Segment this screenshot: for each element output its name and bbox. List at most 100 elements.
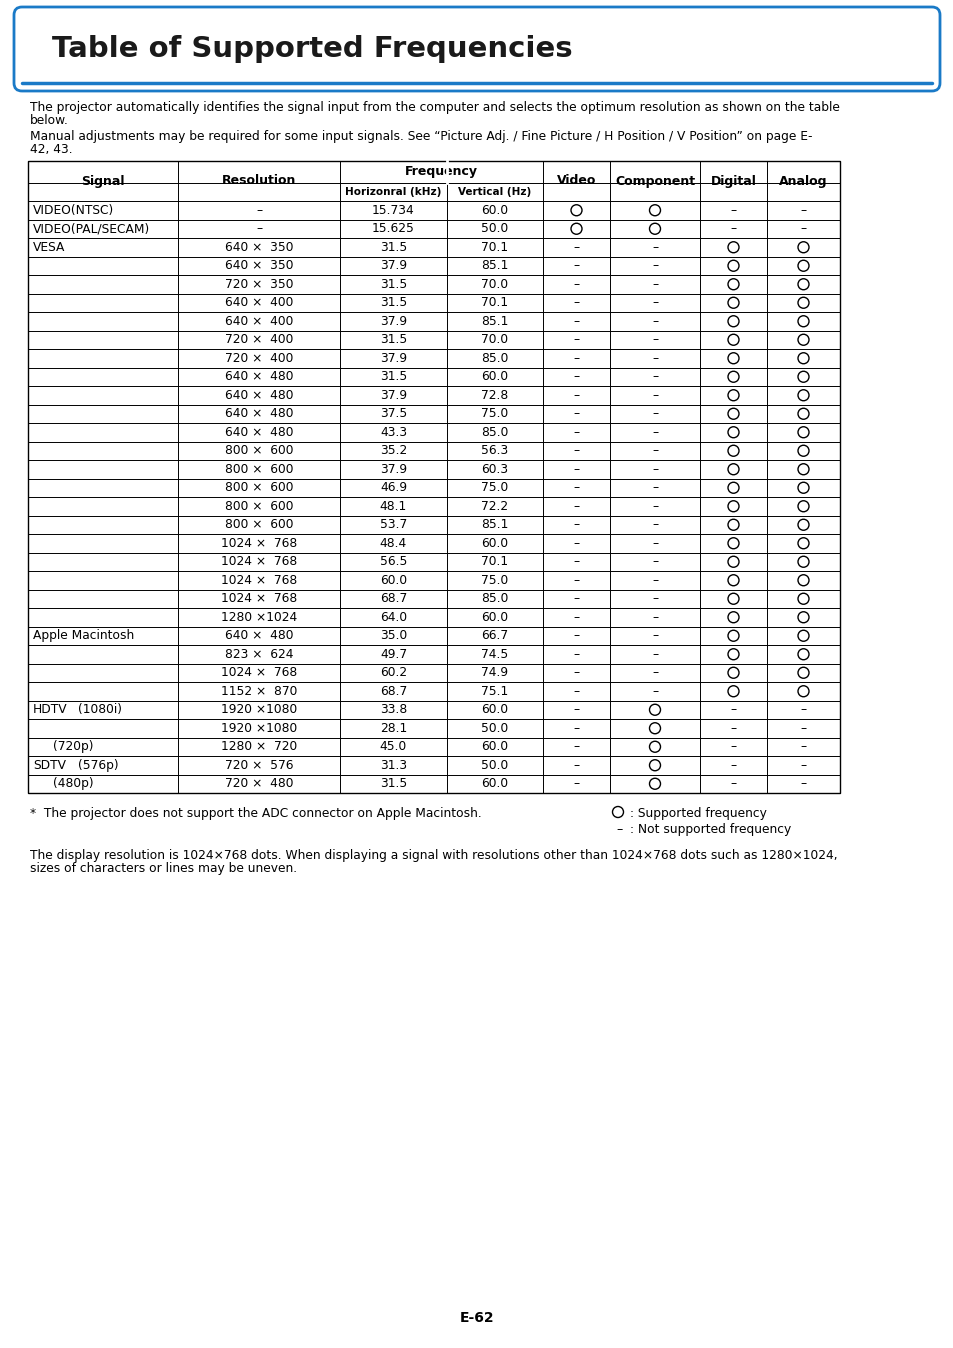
Text: –: –	[651, 611, 658, 624]
Text: –: –	[651, 555, 658, 569]
Text: –: –	[573, 555, 579, 569]
Text: 28.1: 28.1	[379, 721, 407, 735]
Text: –: –	[651, 278, 658, 291]
Text: 46.9: 46.9	[379, 481, 407, 495]
Text: 60.0: 60.0	[481, 204, 508, 217]
Text: 640 ×  480: 640 × 480	[225, 371, 293, 383]
Text: Signal: Signal	[81, 174, 125, 187]
Text: 800 ×  600: 800 × 600	[225, 518, 293, 531]
Text: 68.7: 68.7	[379, 592, 407, 605]
Text: –: –	[651, 500, 658, 512]
Text: –: –	[800, 740, 805, 754]
Text: –: –	[800, 721, 805, 735]
Text: –: –	[573, 314, 579, 328]
Text: –: –	[651, 648, 658, 661]
Text: 74.9: 74.9	[481, 666, 508, 679]
Text: –: –	[651, 685, 658, 698]
Text: –: –	[651, 537, 658, 550]
Text: 70.1: 70.1	[481, 555, 508, 569]
Text: 33.8: 33.8	[379, 704, 407, 716]
Text: –: –	[651, 592, 658, 605]
Text: –: –	[573, 297, 579, 309]
Text: –: –	[651, 666, 658, 679]
Text: –: –	[573, 759, 579, 772]
Text: –: –	[730, 778, 736, 790]
Text: Analog: Analog	[779, 174, 827, 187]
Text: 800 ×  600: 800 × 600	[225, 500, 293, 512]
Text: Video: Video	[557, 174, 596, 187]
Text: –: –	[651, 297, 658, 309]
Text: –: –	[573, 500, 579, 512]
Text: 75.0: 75.0	[481, 574, 508, 586]
Text: –: –	[573, 371, 579, 383]
Text: 31.5: 31.5	[379, 278, 407, 291]
Text: –: –	[730, 222, 736, 236]
Text: 85.0: 85.0	[481, 426, 508, 438]
Text: 800 ×  600: 800 × 600	[225, 445, 293, 457]
Text: 85.0: 85.0	[481, 592, 508, 605]
Text: Manual adjustments may be required for some input signals. See “Picture Adj. / F: Manual adjustments may be required for s…	[30, 129, 812, 143]
Text: 75.0: 75.0	[481, 481, 508, 495]
Text: Table of Supported Frequencies: Table of Supported Frequencies	[52, 35, 572, 63]
Text: 85.1: 85.1	[481, 314, 508, 328]
Text: –: –	[573, 537, 579, 550]
Text: –: –	[800, 778, 805, 790]
Text: sizes of characters or lines may be uneven.: sizes of characters or lines may be unev…	[30, 861, 296, 875]
Text: 31.5: 31.5	[379, 297, 407, 309]
Text: –: –	[573, 481, 579, 495]
Text: VIDEO(PAL/SECAM): VIDEO(PAL/SECAM)	[33, 222, 150, 236]
Text: 75.1: 75.1	[481, 685, 508, 698]
Text: 1024 ×  768: 1024 × 768	[221, 555, 296, 569]
Text: (576p): (576p)	[78, 759, 118, 772]
Text: 75.0: 75.0	[481, 407, 508, 421]
Text: –: –	[255, 222, 262, 236]
Text: 68.7: 68.7	[379, 685, 407, 698]
Text: –: –	[255, 204, 262, 217]
Text: 70.0: 70.0	[481, 333, 508, 346]
Text: E-62: E-62	[459, 1312, 494, 1325]
Text: 720 ×  480: 720 × 480	[225, 778, 293, 790]
Text: 31.5: 31.5	[379, 371, 407, 383]
Text: 56.5: 56.5	[379, 555, 407, 569]
Text: 1920 ×1080: 1920 ×1080	[221, 704, 296, 716]
Text: –: –	[800, 704, 805, 716]
Text: 1280 ×1024: 1280 ×1024	[221, 611, 296, 624]
Text: 48.4: 48.4	[379, 537, 407, 550]
Text: –: –	[573, 462, 579, 476]
Text: 70.0: 70.0	[481, 278, 508, 291]
Text: 1024 ×  768: 1024 × 768	[221, 574, 296, 586]
Text: 45.0: 45.0	[379, 740, 407, 754]
Text: –: –	[573, 259, 579, 272]
Text: 640 ×  480: 640 × 480	[225, 388, 293, 402]
Text: –: –	[573, 426, 579, 438]
Text: 60.0: 60.0	[379, 574, 407, 586]
Text: 60.0: 60.0	[481, 704, 508, 716]
Text: –: –	[651, 481, 658, 495]
Text: 60.3: 60.3	[481, 462, 508, 476]
Text: –: –	[730, 704, 736, 716]
Text: 60.0: 60.0	[481, 778, 508, 790]
Text: (720p): (720p)	[53, 740, 93, 754]
Text: 31.5: 31.5	[379, 333, 407, 346]
Text: 60.0: 60.0	[481, 611, 508, 624]
Text: –: –	[573, 740, 579, 754]
Text: 60.0: 60.0	[481, 740, 508, 754]
Text: –: –	[573, 445, 579, 457]
Text: 823 ×  624: 823 × 624	[225, 648, 293, 661]
Text: 70.1: 70.1	[481, 297, 508, 309]
Text: 42, 43.: 42, 43.	[30, 143, 72, 156]
Text: 74.5: 74.5	[481, 648, 508, 661]
Text: 48.1: 48.1	[379, 500, 407, 512]
Text: 50.0: 50.0	[481, 222, 508, 236]
Text: 1024 ×  768: 1024 × 768	[221, 537, 296, 550]
Text: 70.1: 70.1	[481, 241, 508, 253]
Text: 72.8: 72.8	[481, 388, 508, 402]
Text: 720 ×  400: 720 × 400	[225, 333, 293, 346]
Text: –: –	[651, 426, 658, 438]
Text: 37.9: 37.9	[379, 314, 407, 328]
Text: –: –	[800, 759, 805, 772]
Text: 64.0: 64.0	[379, 611, 407, 624]
Text: –: –	[617, 824, 622, 836]
Text: –: –	[573, 388, 579, 402]
Text: 640 ×  350: 640 × 350	[225, 259, 293, 272]
